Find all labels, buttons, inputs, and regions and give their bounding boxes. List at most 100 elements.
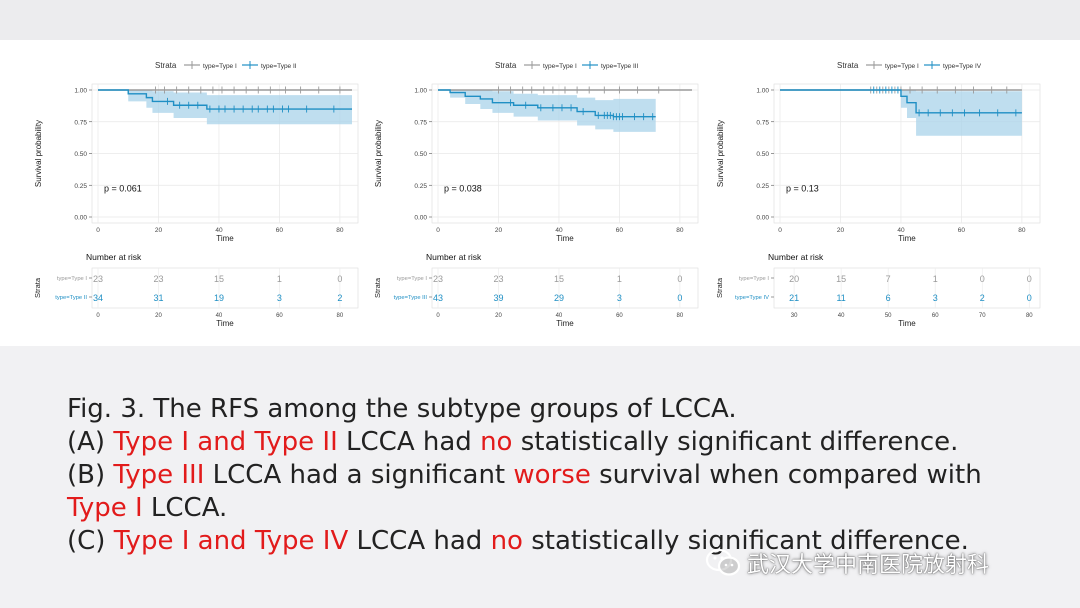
caption-text: LCCA had: [337, 427, 481, 457]
caption-line-4: Type I LCCA.: [67, 492, 1067, 525]
risk-count: 3: [933, 293, 938, 303]
risk-table-area: [431, 267, 699, 309]
wechat-icon: [705, 548, 741, 578]
legend-label: type=Type III: [601, 63, 639, 70]
caption-text: Fig. 3. The RFS among the subtype groups…: [67, 394, 737, 424]
watermark-text: 武汉大学中南医院放射科: [747, 553, 990, 578]
y-tick-label: 0.25: [756, 183, 769, 190]
x-tick-label: 20: [837, 227, 845, 234]
legend-label: type=Type I: [885, 63, 919, 70]
risk-count: 15: [554, 274, 564, 284]
risk-row-label: type=Type I: [57, 276, 88, 282]
x-tick-label: 20: [155, 227, 163, 234]
risk-count: 1: [277, 274, 282, 284]
legend-title: Strata: [495, 61, 517, 70]
caption-highlight: Type I and Type IV: [113, 526, 349, 556]
caption-text: survival when compared with: [590, 460, 982, 490]
risk-count: 1: [617, 274, 622, 284]
risk-x-tick-label: 20: [495, 313, 502, 319]
risk-x-tick-label: 0: [436, 313, 440, 319]
risk-x-tick-label: 80: [1026, 313, 1033, 319]
risk-y-axis-label: Strata: [33, 277, 42, 298]
risk-count: 23: [93, 274, 103, 284]
risk-x-tick-label: 60: [616, 313, 623, 319]
risk-x-tick-label: 20: [155, 313, 162, 319]
risk-x-tick-label: 80: [677, 313, 684, 319]
risk-count: 0: [980, 274, 985, 284]
risk-count: 29: [554, 293, 564, 303]
risk-count: 3: [277, 293, 282, 303]
risk-count: 15: [214, 274, 224, 284]
risk-x-tick-label: 0: [96, 313, 100, 319]
risk-count: 0: [1027, 293, 1032, 303]
top-background: [0, 0, 1080, 40]
risk-count: 23: [493, 274, 503, 284]
km-figure: Strata type=Type I type=Type II 0.00 0.25 0.5…: [33, 61, 1041, 328]
y-axis-label: Survival probability: [34, 120, 43, 187]
y-tick-label: 1.00: [414, 88, 427, 95]
risk-count: 0: [337, 274, 342, 284]
risk-count: 0: [1027, 274, 1032, 284]
legend-label: type=Type II: [261, 63, 297, 70]
risk-x-axis-label: Time: [556, 319, 574, 328]
caption-line-2: (A) Type I and Type II LCCA had no stati…: [67, 426, 1067, 459]
x-tick-label: 60: [276, 227, 284, 234]
p-value: p = 0.13: [786, 184, 819, 194]
caption-text: LCCA.: [142, 493, 228, 523]
caption-text: statistically significant difference.: [522, 526, 969, 556]
x-tick-label: 60: [958, 227, 966, 234]
risk-count: 3: [617, 293, 622, 303]
y-axis-label: Survival probability: [374, 120, 383, 187]
confidence-band: [780, 90, 1022, 136]
legend-label: type=Type I: [543, 63, 577, 70]
y-tick-label: 0.75: [756, 119, 769, 126]
y-tick-label: 0.75: [74, 119, 87, 126]
x-tick-label: 80: [1018, 227, 1026, 234]
x-tick-label: 0: [436, 227, 440, 234]
caption-line-1: Fig. 3. The RFS among the subtype groups…: [67, 393, 1067, 426]
legend-label: type=Type IV: [943, 63, 982, 70]
caption-text: LCCA had a significant: [204, 460, 514, 490]
y-tick-label: 0.25: [414, 183, 427, 190]
risk-y-axis-label: Strata: [715, 277, 724, 298]
risk-count: 31: [153, 293, 163, 303]
x-tick-label: 80: [336, 227, 344, 234]
caption-text: (B): [67, 460, 114, 490]
legend-title: Strata: [155, 61, 177, 70]
risk-count: 39: [493, 293, 503, 303]
legend: Strata type=Type I type=Type IV: [837, 61, 982, 70]
risk-row-label: type=Type III: [394, 295, 428, 301]
y-tick-label: 0.50: [756, 151, 769, 158]
risk-table-title: Number at risk: [768, 252, 824, 262]
y-tick-label: 0.00: [74, 215, 87, 222]
risk-count: 2: [980, 293, 985, 303]
risk-count: 0: [677, 274, 682, 284]
y-tick-label: 0.50: [414, 151, 427, 158]
caption-highlight: Type III: [113, 460, 205, 490]
risk-count: 2: [337, 293, 342, 303]
risk-count: 21: [789, 293, 799, 303]
x-tick-label: 20: [495, 227, 503, 234]
risk-count: 43: [433, 293, 443, 303]
figure-panel: Strata type=Type I type=Type II 0.00 0.25 0.5…: [0, 40, 1080, 346]
risk-x-axis-label: Time: [216, 319, 234, 328]
survival-curve: [780, 89, 1022, 114]
risk-count: 0: [677, 293, 682, 303]
x-tick-label: 40: [897, 227, 905, 234]
watermark: 武汉大学中南医院放射科: [705, 545, 989, 581]
risk-x-tick-label: 70: [979, 313, 986, 319]
legend: Strata type=Type I type=Type III: [495, 61, 639, 70]
y-tick-label: 0.00: [414, 215, 427, 222]
legend: Strata type=Type I type=Type II: [155, 61, 297, 70]
caption-highlight: worse: [513, 460, 591, 490]
km-panel: Strata type=Type I type=Type II 0.00 0.25 0.5…: [33, 61, 359, 328]
km-panel: Strata type=Type I type=Type IV 0.00 0.25 0.5…: [715, 61, 1041, 328]
risk-x-tick-label: 50: [885, 313, 892, 319]
risk-table-area: [91, 267, 359, 309]
risk-table-title: Number at risk: [426, 252, 482, 262]
risk-x-tick-label: 40: [216, 313, 223, 319]
risk-count: 23: [433, 274, 443, 284]
survival-curve: [98, 89, 352, 110]
risk-table: Number at risk 0 20 40 60 80 Time Strata type=Ty…: [373, 252, 699, 328]
risk-table-title: Number at risk: [86, 252, 142, 262]
